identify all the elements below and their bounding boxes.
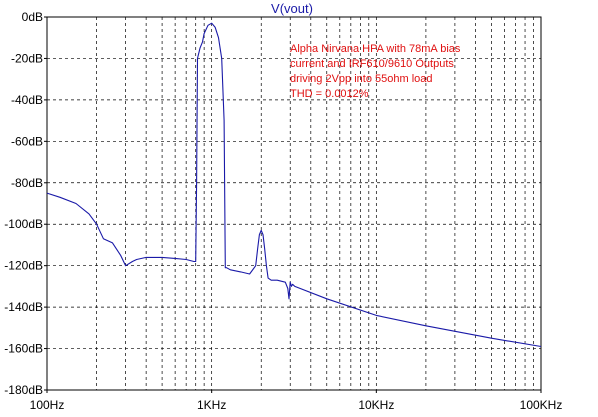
- x-tick-label: 100KHz: [520, 398, 563, 412]
- series-line: [46, 22, 542, 348]
- annotation-line: current and IRF610/9610 Outputs: [290, 58, 454, 70]
- y-tick-label: 0dB: [22, 10, 43, 24]
- y-tick-label: -140dB: [4, 300, 43, 314]
- x-tick-label: 10KHz: [358, 398, 394, 412]
- annotation-line: Alpha Nirvana HPA with 78mA bias: [290, 43, 461, 55]
- y-tick-label: -180dB: [4, 383, 43, 397]
- chart-title: V(vout): [271, 1, 313, 16]
- annotation-line: driving 2Vpp into 55ohm load: [290, 73, 432, 85]
- x-tick-label: 100Hz: [30, 398, 65, 412]
- y-tick-label: -80dB: [11, 176, 43, 190]
- y-tick-label: -60dB: [11, 134, 43, 148]
- y-tick-label: -100dB: [4, 217, 43, 231]
- plot-frame: [46, 16, 542, 391]
- y-tick-label: -120dB: [4, 259, 43, 273]
- y-tick-label: -160dB: [4, 342, 43, 356]
- y-tick-label: -40dB: [11, 93, 43, 107]
- annotation-line: THD = 0.0012%: [290, 88, 369, 100]
- x-tick-label: 1KHz: [197, 398, 226, 412]
- y-tick-label: -20dB: [11, 51, 43, 65]
